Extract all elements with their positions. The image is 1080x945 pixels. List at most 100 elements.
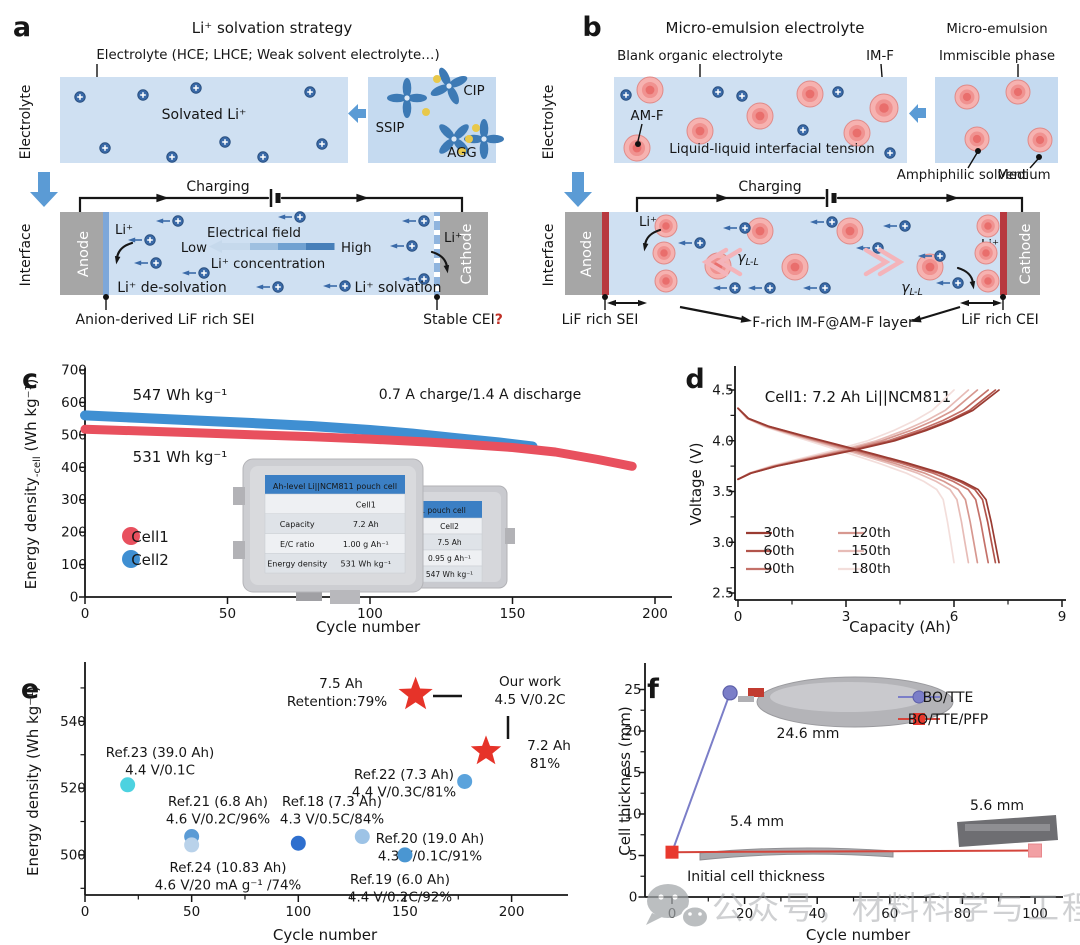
legend-label: 120th [851, 525, 891, 541]
electrical-field-label: Electrical field [207, 226, 301, 241]
arrowhead-icon [607, 299, 616, 307]
annotation: 5.6 mm [970, 798, 1024, 814]
high-label: High [341, 241, 372, 256]
arrowhead-icon [918, 253, 926, 259]
li-ion-icon [723, 222, 751, 234]
emulsion-droplet [964, 126, 990, 152]
imf-label: IM-F [866, 49, 894, 64]
amphiphilic-label: Amphiphilic solvent [897, 168, 1028, 183]
legend-label: Cell1 [131, 528, 169, 546]
li-ion-icon [856, 242, 884, 254]
panel-e-letter: e [21, 674, 39, 705]
arrowhead-icon [993, 299, 1002, 307]
solvated-ions-group [74, 82, 328, 163]
ref-label-line1: Ref.18 (7.3 Ah) [282, 795, 382, 810]
emulsion-droplet [976, 214, 1000, 238]
legend-label: BO/TTE [923, 690, 974, 706]
x-axis-title: Cycle number [316, 618, 421, 636]
ref-label-line2: 4.3 V/0.1C/91% [378, 850, 482, 865]
ref-data-point [184, 837, 200, 853]
legend-marker [122, 527, 140, 545]
li-ion-icon [278, 211, 306, 223]
arrowhead-icon [402, 218, 410, 224]
table-cell-value: Cell2 [440, 522, 459, 531]
ref-label-line2: 4.6 V/0.2C/96% [166, 813, 270, 828]
li-ion-icon [304, 86, 316, 98]
y-tick-label: 500 [61, 427, 87, 443]
watermark-text: 公众号，材料科学与工程 [712, 889, 1080, 927]
x-tick-label: 60 [881, 906, 898, 922]
our-work-star-icon [470, 735, 502, 765]
table-cell-label: Capacity [280, 520, 315, 529]
x-tick-label: 40 [809, 906, 826, 922]
panel-d-letter: d [685, 364, 704, 395]
y-tick-label: 200 [61, 525, 87, 541]
panel-e-chart: e Cycle number Energy density (Wh kg⁻¹) … [21, 662, 571, 944]
y-tick-label: 540 [60, 714, 86, 730]
emulsion-droplet [974, 241, 998, 265]
emulsion-decor [620, 76, 899, 162]
arrowhead-icon [960, 299, 969, 307]
ref-data-point [354, 829, 370, 845]
solvate-cluster-icon [430, 67, 468, 105]
y-tick-label: 500 [60, 847, 86, 863]
arrowhead-icon [803, 285, 811, 291]
x-tick-label: 0 [81, 606, 90, 622]
legend-label: 150th [851, 543, 891, 559]
li-ion-icon [257, 151, 269, 163]
annotation: 24.6 mm [777, 726, 840, 742]
li-ion-icon [883, 220, 911, 232]
y-tick-label: 700 [61, 363, 87, 379]
li-ion-icon [402, 215, 430, 227]
emulsion-droplet [869, 93, 899, 123]
chart-f-plot: 020406080100051015202524.6 mm5.4 mm5.6 m… [624, 663, 1063, 922]
ref-label-line1: Ref.22 (7.3 Ah) [354, 768, 454, 783]
li-ion-icon [182, 267, 210, 279]
legend-marker [913, 713, 925, 725]
emulsion-droplet [686, 117, 714, 145]
arrowhead-icon [748, 285, 756, 291]
arrowhead-icon [323, 283, 331, 289]
tension-chevron-icon [877, 247, 905, 277]
panel-b: b Micro-emulsion electrolyte Micro-emuls… [541, 12, 1058, 331]
ref-data-point [290, 835, 306, 851]
arrowhead-icon [443, 265, 450, 274]
anion-icon [472, 124, 480, 132]
x-tick-label: 150 [500, 606, 526, 622]
bo-tte-marker [722, 685, 738, 701]
tension-chevron-icon [701, 247, 729, 277]
legend-label: 90th [763, 561, 794, 577]
y-axis-title: Cell thickness (mm) [616, 706, 634, 855]
x-tick-label: 200 [642, 606, 668, 622]
arrowhead-icon [946, 193, 959, 203]
arrowhead-icon [883, 223, 891, 229]
electrolyte-callout: Electrolyte (HCE; LHCE; Weak solvent ele… [96, 48, 439, 63]
emulsion-droplet [654, 214, 678, 238]
emulsion-droplet [954, 84, 980, 110]
ref-label-line1: Ref.19 (6.0 Ah) [350, 873, 450, 888]
ref-data-point [457, 773, 473, 789]
arrowhead-icon [114, 256, 121, 265]
tension-label: Liquid-liquid interfacial tension [669, 142, 874, 157]
arrowhead-icon [678, 240, 686, 246]
panel-f-chart: f Cycle number Cell thickness (mm) 0 20 40… [616, 663, 1080, 944]
y-tick-label: 100 [61, 557, 87, 573]
emulsion-droplet [836, 217, 864, 245]
legend-label: BO/TTE/PFP [908, 712, 988, 728]
emulsion-droplet [746, 217, 774, 245]
sei-annotation: LiF rich SEI [562, 312, 639, 328]
cathode-box [440, 212, 488, 295]
x-tick-label: 200 [499, 904, 525, 920]
down-arrow-icon [30, 172, 58, 207]
field-arrow-tip [209, 240, 222, 253]
legend-label: 30th [763, 525, 794, 541]
charging-circuit [78, 189, 464, 214]
micro-emulsion-title: Micro-emulsion [946, 22, 1047, 37]
panel-b-letter: b [582, 12, 601, 43]
table-cell-value: 0.95 g Ah⁻¹ [428, 554, 471, 563]
series-bo-tte [671, 691, 732, 854]
desolvation-label: Li⁺ de-solvation [117, 280, 227, 296]
li-ion-icon [74, 91, 86, 103]
